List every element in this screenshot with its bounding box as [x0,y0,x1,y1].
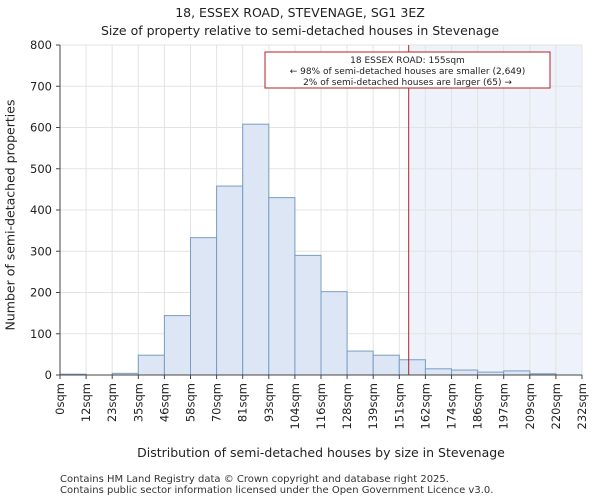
x-tick-label: 12sqm [79,383,93,422]
bars [59,123,557,376]
y-axis-label: Number of semi-detached properties [2,99,18,331]
footer-licence: Contains public sector information licen… [60,485,494,496]
x-tick-label: 0sqm [53,383,67,415]
x-tick-label: 58sqm [184,383,198,422]
x-tick-label: 220sqm [549,383,563,429]
x-tick-label: 139sqm [366,383,380,429]
y-tick-label: 600 [30,121,52,135]
x-tick-label: 197sqm [497,383,511,429]
annotation-box [264,51,551,89]
x-tick-label: 116sqm [314,383,328,429]
histogram-bar [398,359,426,376]
chart-title: 18, ESSEX ROAD, STEVENAGE, SG1 3EZ [175,5,425,20]
annotation-larger: 2% of semi-detached houses are larger (6… [303,78,512,88]
x-tick-label: 232sqm [575,383,589,429]
histogram-bar [216,185,244,376]
y-tick-label: 700 [30,79,52,93]
y-tick-label: 500 [30,162,52,176]
histogram-bar [346,350,374,376]
histogram-bar [503,370,531,376]
annotation-smaller: ← 98% of semi-detached houses are smalle… [290,67,526,77]
histogram-bar [163,315,191,376]
histogram-bar [268,197,296,376]
x-tick-label: 23sqm [105,383,119,422]
x-tick-label: 93sqm [262,383,276,422]
x-axis-ticks: 0sqm 12sqm 23sqm 35sqm 46sqm 58sqm 70sqm 81sqm 9… [53,375,589,429]
footer-copyright: Contains HM Land Registry data © Crown c… [60,474,449,485]
histogram-bar [451,369,479,376]
x-tick-label: 70sqm [210,383,224,422]
y-tick-label: 400 [30,203,52,217]
y-tick-label: 200 [30,286,52,300]
x-tick-label: 151sqm [392,383,406,429]
x-tick-label: 35sqm [131,383,145,422]
y-tick-label: 800 [30,38,52,52]
x-tick-label: 81sqm [236,383,250,422]
x-tick-label: 128sqm [340,383,354,429]
histogram-bar [242,123,270,376]
histogram-bar [320,291,348,376]
x-tick-label: 209sqm [523,383,537,429]
histogram-bar [294,254,322,376]
y-tick-label: 300 [30,244,52,258]
x-tick-label: 162sqm [418,383,432,429]
chart-subtitle: Size of property relative to semi-detach… [100,23,500,38]
y-axis-ticks: 0 100 200 300 400 500 600 700 800 [30,38,60,382]
histogram-bar [190,237,218,376]
x-tick-label: 174sqm [445,383,459,429]
x-axis-label: Distribution of semi-detached houses by … [137,445,505,460]
histogram-bar [372,354,400,376]
x-tick-label: 104sqm [288,383,302,429]
x-tick-label: 186sqm [471,383,485,429]
histogram-bar [137,354,165,376]
y-tick-label: 0 [45,368,52,382]
x-tick-label: 46sqm [157,383,171,422]
y-tick-label: 100 [30,327,52,341]
annotation-title: 18 ESSEX ROAD: 155sqm [350,56,465,66]
histogram-bar [424,368,452,376]
